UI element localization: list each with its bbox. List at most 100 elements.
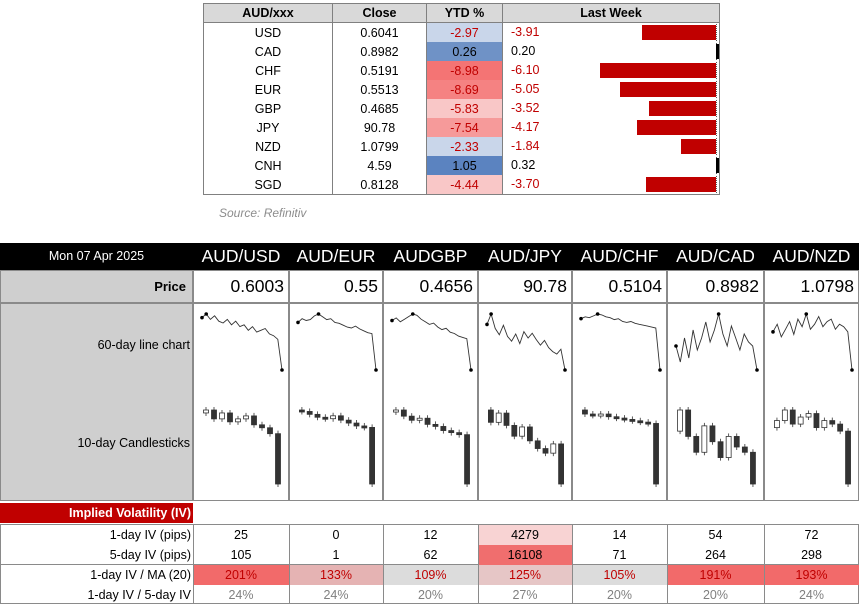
candle-body <box>353 422 360 427</box>
line-end-marker <box>850 368 854 372</box>
line-high-marker <box>595 312 600 316</box>
candle-body <box>432 423 439 427</box>
zero-axis-line <box>716 62 718 79</box>
candle-body <box>227 412 233 423</box>
candle-body <box>235 418 241 423</box>
source-note: Source: Refinitiv <box>219 206 307 220</box>
price-cell: 0.55 <box>289 270 383 303</box>
iv-value-cell: 1 <box>332 548 340 562</box>
iv-value-cell: 25 <box>234 528 248 542</box>
line-series <box>201 313 283 371</box>
zero-axis-line <box>716 100 718 117</box>
last-week-value: -5.05 <box>511 82 540 96</box>
iv-value-cell: 264 <box>705 548 726 562</box>
mini-charts <box>579 312 662 487</box>
table-row: EUR 0.5513 -8.69 -5.05 <box>203 80 720 99</box>
iv-row: 1-day IV (pips) 25 0 12 4279 14 54 72 <box>0 525 859 545</box>
candle-body <box>589 413 596 417</box>
iv-value-cell: 193% <box>764 565 859 585</box>
candle-body <box>805 413 812 418</box>
column-separator <box>193 524 194 604</box>
line-series <box>675 313 758 371</box>
last-week-value: -6.10 <box>511 63 540 77</box>
candle-body <box>621 417 628 421</box>
line-end-marker <box>658 368 662 372</box>
date-header: Mon 07 Apr 2025 <box>0 243 193 270</box>
iv-value-cell: 71 <box>612 548 627 562</box>
chart-cell <box>383 303 478 501</box>
candle-body <box>709 425 716 443</box>
line-series <box>772 312 853 371</box>
pair-header: AUD/USD <box>193 243 289 270</box>
last-week-cell: 0.32 <box>502 156 720 175</box>
mini-charts <box>771 312 854 487</box>
zero-axis-line <box>716 81 718 98</box>
candle-body <box>741 446 748 453</box>
column-separator <box>764 524 765 604</box>
last-week-bar <box>649 101 716 116</box>
table-row: GBP 0.4685 -5.83 -3.52 <box>203 99 720 118</box>
iv-value-cell: 12 <box>423 528 438 542</box>
ytd-cell: 0.26 <box>426 42 503 61</box>
table-header-row: AUD/xxx Close YTD % Last Week <box>203 3 720 23</box>
candle-body <box>733 436 740 448</box>
pair-header: AUD/EUR <box>289 243 383 270</box>
line-start-marker <box>390 318 394 323</box>
mini-charts <box>390 312 473 487</box>
close-cell: 90.78 <box>332 118 427 137</box>
zero-axis-line <box>716 138 718 155</box>
price-cell: 0.4656 <box>383 270 478 303</box>
chart-cell <box>764 303 859 501</box>
chart-cell <box>572 303 667 501</box>
last-week-value: -3.91 <box>511 25 540 39</box>
candle-body <box>361 425 368 429</box>
close-cell: 0.8128 <box>332 175 427 195</box>
candle-body <box>597 413 604 417</box>
chart-cell <box>289 303 383 501</box>
close-cell: 0.5513 <box>332 80 427 99</box>
table-body: USD 0.6041 -2.97 -3.91 CAD 0.8982 0.26 0.20 CHF 0… <box>203 22 720 195</box>
candle-body <box>701 425 708 453</box>
mini-charts <box>485 312 567 487</box>
column-separator <box>289 524 290 604</box>
candle-body <box>605 413 612 418</box>
iv-value-cell: 191% <box>667 565 764 585</box>
candle-body <box>558 443 564 485</box>
candle-body <box>725 436 732 458</box>
table-row: USD 0.6041 -2.97 -3.91 <box>203 22 720 42</box>
last-week-bar <box>600 63 716 78</box>
ccy-cell: EUR <box>203 80 333 99</box>
candle-body <box>582 409 588 415</box>
candle-body <box>330 415 336 420</box>
line-end-marker <box>374 368 378 372</box>
pair-header: AUD/NZD <box>764 243 859 270</box>
iv-value-cell: 24% <box>798 588 825 602</box>
ccy-cell: CAD <box>203 42 333 61</box>
table-row: NZD 1.0799 -2.33 -1.84 <box>203 137 720 156</box>
fx-dashboard-panel: Mon 07 Apr 2025 AUD/USD AUD/EUR AUDGBP AUD/… <box>0 243 859 604</box>
table-row: CHF 0.5191 -8.98 -6.10 <box>203 61 720 80</box>
zero-axis-line <box>716 176 718 193</box>
candle-body <box>456 432 463 436</box>
candle-body <box>637 420 644 424</box>
candle-body <box>314 413 321 418</box>
candle-body <box>464 434 470 485</box>
ccy-cell: GBP <box>203 99 333 118</box>
table-row: SGD 0.8128 -4.44 -3.70 <box>203 175 720 195</box>
ytd-cell: 1.05 <box>426 156 503 175</box>
ytd-cell: -2.97 <box>426 22 503 42</box>
iv-row-label: 1-day IV / MA (20) <box>90 568 191 582</box>
zero-axis-line <box>716 119 718 136</box>
last-week-cell: -3.70 <box>502 175 720 195</box>
column-separator <box>572 524 573 604</box>
candle-body <box>693 436 700 453</box>
iv-title: Implied Volatility (IV) <box>0 503 193 523</box>
candle-body <box>393 409 399 413</box>
close-cell: 0.8982 <box>332 42 427 61</box>
last-week-cell: -5.05 <box>502 80 720 99</box>
ytd-cell: -2.33 <box>426 137 503 156</box>
iv-value-cell: 125% <box>478 565 572 585</box>
candle-body <box>275 433 281 485</box>
iv-value-cell: 27% <box>512 588 538 602</box>
candle-body <box>829 420 836 425</box>
